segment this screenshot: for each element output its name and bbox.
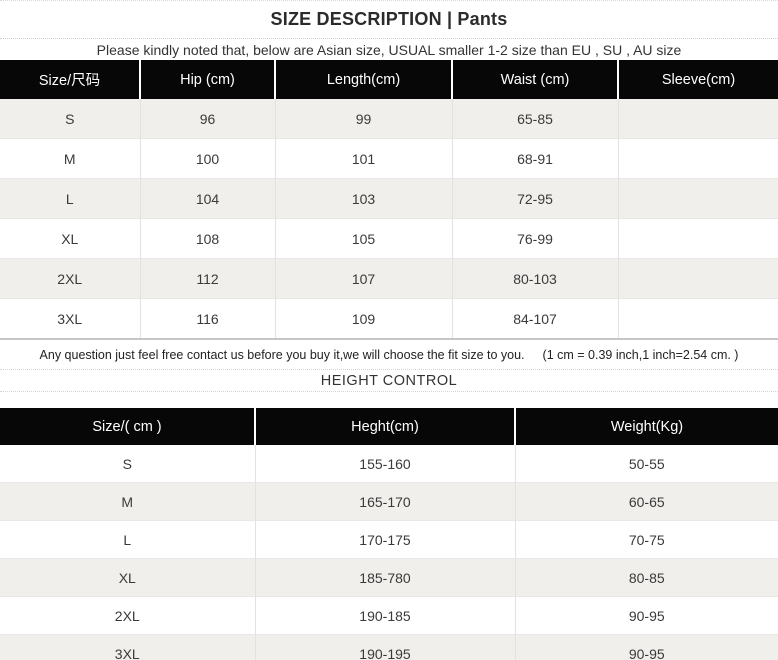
column-header: Heght(cm) [254,408,515,445]
table-cell [617,258,778,299]
header-row: Size/尺码 Hip (cm) Length(cm) Waist (cm) Sleev… [0,60,778,99]
contact-note: Any question just feel free contact us b… [39,347,525,362]
header-row: Size/( cm ) Heght(cm) Weight(Kg) [0,408,778,445]
table-cell: 105 [274,218,452,259]
table-cell: L [0,178,140,219]
pants-size-table: Size/尺码 Hip (cm) Length(cm) Waist (cm) Sleev… [0,60,778,340]
contact-note-row: Any question just feel free contact us b… [0,340,778,370]
section-gap [0,392,778,408]
table-cell: 103 [274,178,452,219]
column-header: Size/尺码 [0,60,140,99]
table-row: 2XL 190-185 90-95 [0,596,778,635]
table-cell: 155-160 [254,445,515,483]
pants-size-table-body: S 96 99 65-85 M 100 101 68-91 L 104 103 72-95 XL 108 1… [0,99,778,339]
height-weight-table: Size/( cm ) Heght(cm) Weight(Kg) S 155-160 5… [0,408,778,660]
column-header: Waist (cm) [451,60,618,99]
table-cell: 96 [139,99,275,139]
table-cell: 99 [274,99,452,139]
table-row: 2XL 112 107 80-103 [0,258,778,299]
table-cell [617,138,778,179]
height-weight-table-body: S 155-160 50-55 M 165-170 60-65 L 170-175 70-75 X… [0,445,778,660]
table-cell: S [65,110,75,127]
table-cell: 101 [274,138,452,179]
table-cell: 116 [139,298,275,339]
table-cell: 70-75 [514,520,778,559]
table-cell: XL [0,218,140,259]
table-cell: 112 [139,258,275,299]
column-header: Length(cm) [274,60,452,99]
table-row: XL 108 105 76-99 [0,218,778,259]
table-cell: 190-185 [254,596,515,635]
table-row: L 104 103 72-95 [0,178,778,219]
table-cell: 190-195 [254,634,515,660]
table-cell [617,218,778,259]
table-cell: 80-85 [514,558,778,597]
unit-conversion-note: (1 cm = 0.39 inch,1 inch=2.54 cm. ) [542,347,739,362]
table-cell [617,298,778,339]
page-title: SIZE DESCRIPTION | Pants [270,9,508,29]
table-cell: M [0,138,140,179]
table-cell [617,99,778,139]
table-cell: 76-99 [451,218,618,259]
table-row: 3XL 116 109 84-107 [0,298,778,339]
table-cell: 108 [139,218,275,259]
page-title-row: SIZE DESCRIPTION | Pants [0,0,778,38]
column-header: Sleeve(cm) [617,60,778,99]
table-row: XL 185-780 80-85 [0,558,778,597]
table-cell: 2XL [0,596,255,635]
table-cell: 80-103 [451,258,618,299]
table-row: 3XL 190-195 90-95 [0,634,778,660]
table-cell: 65-85 [451,99,618,139]
table-cell: 3XL [0,298,140,339]
pants-size-table-header: Size/尺码 Hip (cm) Length(cm) Waist (cm) Sleev… [0,60,778,99]
asian-size-notice: Please kindly noted that, below are Asia… [0,38,778,60]
column-header: Hip (cm) [139,60,275,99]
table-cell: 60-65 [514,482,778,521]
table-cell: 3XL [0,634,255,660]
table-cell: XL [0,558,255,597]
table-row: S 96 99 65-85 [0,99,778,139]
table-cell [617,178,778,219]
table-row: L 170-175 70-75 [0,520,778,559]
table-cell: 100 [139,138,275,179]
table-cell: L [0,520,255,559]
table-cell: 84-107 [451,298,618,339]
height-weight-table-header: Size/( cm ) Heght(cm) Weight(Kg) [0,408,778,445]
table-row: M 165-170 60-65 [0,482,778,521]
table-cell: 68-91 [451,138,618,179]
table-cell: 90-95 [514,596,778,635]
table-cell: 72-95 [451,178,618,219]
table-cell: 185-780 [254,558,515,597]
table-cell: 165-170 [254,482,515,521]
table-cell: 104 [139,178,275,219]
column-header: Size/( cm ) [0,408,255,445]
table-cell: 107 [274,258,452,299]
table-cell: 2XL [0,258,140,299]
table-row: M 100 101 68-91 [0,138,778,179]
table-cell: 109 [274,298,452,339]
table-cell: 50-55 [514,445,778,483]
column-header: Weight(Kg) [514,408,778,445]
height-control-heading: HEIGHT CONTROL [0,370,778,392]
table-row: S 155-160 50-55 [0,445,778,483]
table-cell: 170-175 [254,520,515,559]
table-cell: S [122,455,132,472]
table-cell: M [0,482,255,521]
table-cell: 90-95 [514,634,778,660]
